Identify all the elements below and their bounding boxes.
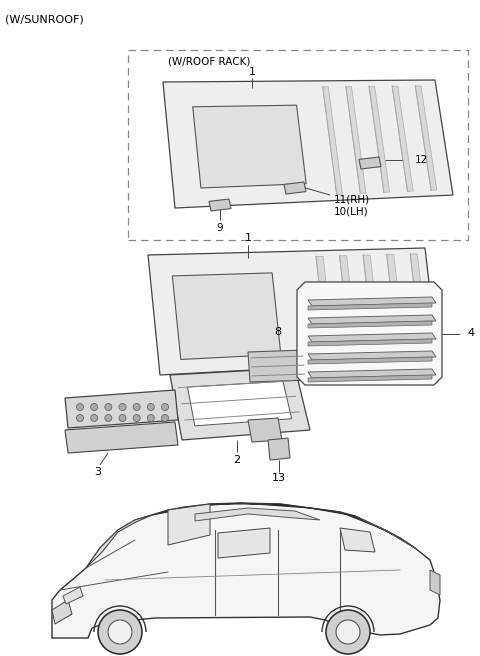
Text: (W/SUNROOF): (W/SUNROOF) xyxy=(5,14,84,24)
Circle shape xyxy=(119,415,126,422)
Polygon shape xyxy=(363,255,382,358)
Polygon shape xyxy=(195,508,320,521)
Polygon shape xyxy=(148,248,438,375)
Circle shape xyxy=(119,403,126,411)
Polygon shape xyxy=(86,515,152,568)
Text: 1: 1 xyxy=(244,233,252,243)
Polygon shape xyxy=(63,587,83,604)
Text: 4: 4 xyxy=(467,329,474,338)
Bar xyxy=(128,50,468,240)
Polygon shape xyxy=(65,422,178,453)
Circle shape xyxy=(98,610,142,654)
Text: 11(RH): 11(RH) xyxy=(334,194,370,204)
Polygon shape xyxy=(308,375,432,382)
Text: (W/ROOF RACK): (W/ROOF RACK) xyxy=(168,57,251,67)
Polygon shape xyxy=(346,87,366,194)
Circle shape xyxy=(91,403,97,411)
Circle shape xyxy=(76,415,84,422)
Circle shape xyxy=(108,620,132,644)
Polygon shape xyxy=(209,199,231,211)
Circle shape xyxy=(133,403,140,411)
Polygon shape xyxy=(308,369,436,378)
Polygon shape xyxy=(52,503,440,638)
Polygon shape xyxy=(193,105,306,188)
Polygon shape xyxy=(416,86,437,190)
Text: 8: 8 xyxy=(275,327,282,337)
Polygon shape xyxy=(392,86,413,192)
Polygon shape xyxy=(168,504,210,545)
Circle shape xyxy=(76,403,84,411)
Polygon shape xyxy=(308,297,436,306)
Polygon shape xyxy=(308,333,436,342)
Polygon shape xyxy=(218,528,270,558)
Text: 13: 13 xyxy=(272,473,286,483)
Text: 12: 12 xyxy=(415,155,428,165)
Circle shape xyxy=(326,610,370,654)
Circle shape xyxy=(336,620,360,644)
Circle shape xyxy=(91,415,97,422)
Polygon shape xyxy=(297,282,442,385)
Polygon shape xyxy=(268,438,290,460)
Polygon shape xyxy=(188,381,292,426)
Polygon shape xyxy=(340,528,375,552)
Text: 1: 1 xyxy=(249,67,255,77)
Polygon shape xyxy=(152,503,415,548)
Polygon shape xyxy=(308,339,432,346)
Polygon shape xyxy=(387,255,406,356)
Text: 9: 9 xyxy=(216,223,223,233)
Polygon shape xyxy=(308,315,436,324)
Polygon shape xyxy=(170,368,310,440)
Polygon shape xyxy=(284,182,306,194)
Circle shape xyxy=(147,415,155,422)
Polygon shape xyxy=(410,254,429,355)
Polygon shape xyxy=(308,351,436,360)
Circle shape xyxy=(105,403,112,411)
Polygon shape xyxy=(323,87,342,194)
Polygon shape xyxy=(52,600,72,624)
Text: 7: 7 xyxy=(256,397,264,407)
Text: 2: 2 xyxy=(233,455,240,465)
Polygon shape xyxy=(359,157,381,169)
Circle shape xyxy=(105,415,112,422)
Polygon shape xyxy=(65,390,178,428)
Text: 3: 3 xyxy=(95,467,101,477)
Polygon shape xyxy=(308,357,432,364)
Circle shape xyxy=(161,403,168,411)
Polygon shape xyxy=(308,321,432,328)
Circle shape xyxy=(147,403,155,411)
Text: 10(LH): 10(LH) xyxy=(334,207,369,217)
Circle shape xyxy=(161,415,168,422)
Polygon shape xyxy=(340,256,358,359)
Polygon shape xyxy=(308,303,432,310)
Polygon shape xyxy=(248,418,282,442)
Polygon shape xyxy=(430,570,440,595)
Polygon shape xyxy=(369,87,390,192)
Polygon shape xyxy=(163,80,453,208)
Polygon shape xyxy=(172,273,281,359)
Polygon shape xyxy=(316,256,335,360)
Polygon shape xyxy=(248,350,308,382)
Circle shape xyxy=(133,415,140,422)
